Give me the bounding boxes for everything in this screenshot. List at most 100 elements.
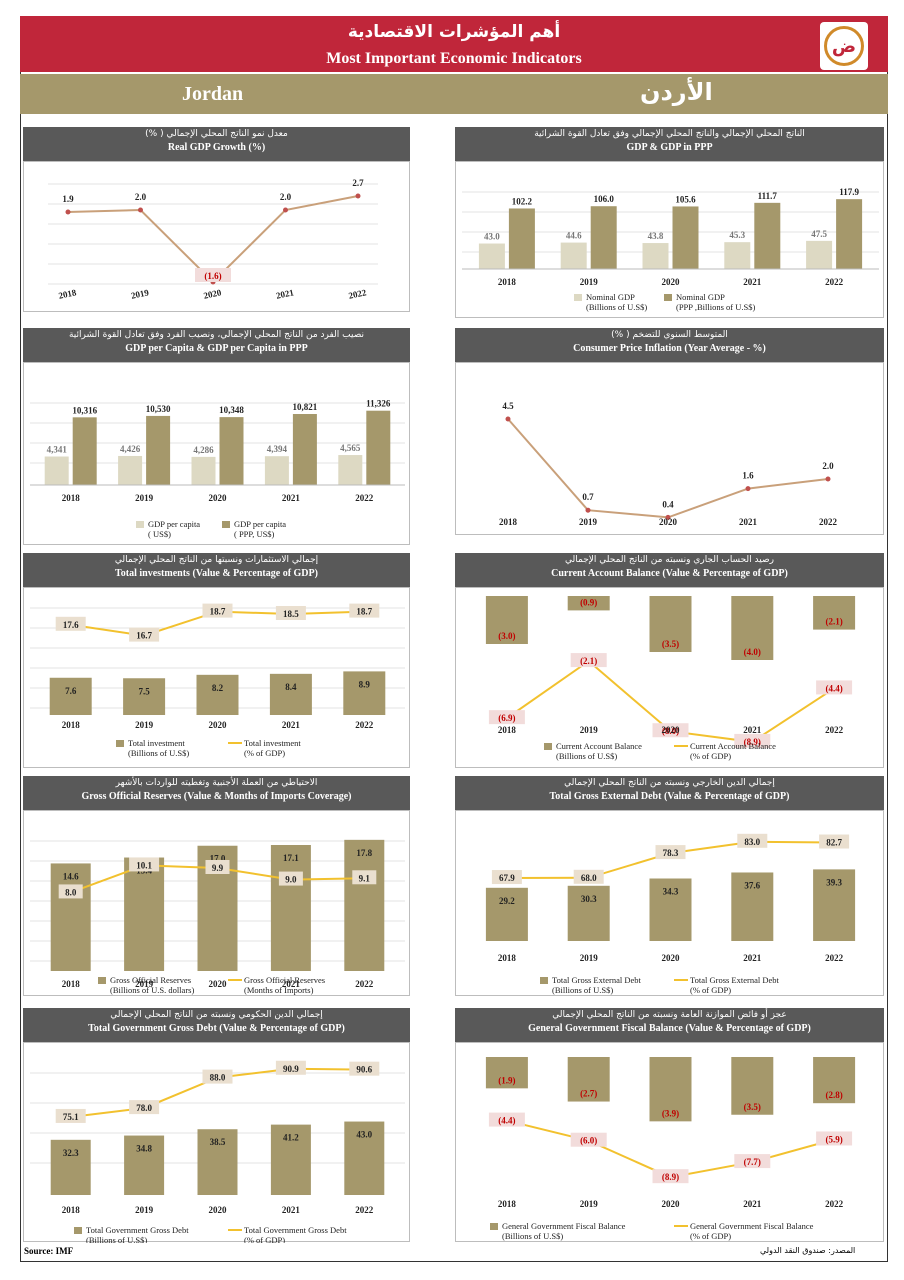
bar bbox=[44, 456, 69, 485]
series-line bbox=[506, 1119, 835, 1179]
legend-label: Total investment bbox=[128, 738, 185, 748]
data-label-bg bbox=[819, 834, 850, 849]
bar bbox=[485, 1057, 528, 1089]
data-label: (3.9) bbox=[662, 1108, 679, 1118]
data-label: (4.4) bbox=[498, 1116, 515, 1126]
panel-title-en: GDP per Capita & GDP per Capita in PPP bbox=[125, 343, 308, 354]
panel-title-ar: الناتج المحلي الإجمالي والناتج المحلي ال… bbox=[534, 129, 805, 139]
panel-title: نصيب الفرد من الناتج المحلي الإجمالي، ون… bbox=[23, 328, 410, 362]
panel-gdp-per-capita: نصيب الفرد من الناتج المحلي الإجمالي، ون… bbox=[23, 328, 410, 545]
data-point bbox=[825, 476, 831, 482]
data-label: (2.1) bbox=[825, 617, 842, 627]
data-label-bg bbox=[202, 603, 233, 618]
x-tick-label: 2018 bbox=[62, 1205, 81, 1215]
legend-unit: (Months of Imports) bbox=[244, 985, 314, 995]
data-label-bg bbox=[129, 627, 160, 642]
data-label: 16.7 bbox=[136, 631, 152, 641]
data-label: 1.9 bbox=[62, 194, 74, 204]
bar bbox=[72, 417, 97, 485]
bar bbox=[485, 887, 528, 941]
legend-unit: (PPP ,Billions of U.S$) bbox=[676, 302, 755, 312]
data-label: 38.5 bbox=[210, 1137, 226, 1147]
legend-label: Total Government Gross Debt bbox=[244, 1225, 347, 1235]
legend-label: Total Gross External Debt bbox=[690, 975, 780, 985]
legend-unit: (Billions of U.S$) bbox=[128, 748, 189, 758]
bar bbox=[813, 869, 856, 941]
legend-swatch bbox=[664, 294, 672, 301]
panel-title-en: Gross Official Reserves (Value & Months … bbox=[81, 791, 352, 802]
data-label: (1.9) bbox=[498, 1075, 515, 1085]
x-tick-label: 2021 bbox=[743, 277, 762, 287]
x-tick-label: 2019 bbox=[135, 979, 154, 989]
legend-unit: (Billions of U.S$) bbox=[86, 1235, 147, 1243]
bar bbox=[836, 199, 863, 269]
data-label: (7.7) bbox=[744, 1157, 761, 1167]
bar bbox=[806, 240, 833, 269]
data-label: 39.3 bbox=[826, 877, 842, 887]
data-label-bg bbox=[652, 1169, 689, 1184]
data-label-bg bbox=[655, 845, 686, 860]
data-label: (6.0) bbox=[580, 1136, 597, 1146]
data-label-bg bbox=[488, 710, 525, 725]
x-tick-label: 2019 bbox=[580, 725, 599, 735]
chart-svg: 14.615.417.017.117.88.010.19.99.09.12018… bbox=[30, 839, 405, 995]
data-label: (6.9) bbox=[498, 713, 515, 723]
data-label: 17.1 bbox=[283, 853, 299, 863]
panel-gdp-ppp: الناتج المحلي الإجمالي والناتج المحلي ال… bbox=[455, 127, 884, 318]
x-tick-label: 2019 bbox=[579, 517, 598, 527]
bar bbox=[50, 863, 91, 971]
data-label: 4,341 bbox=[47, 445, 68, 455]
x-tick-label: 2020 bbox=[662, 277, 681, 287]
data-label: (8.0) bbox=[662, 726, 679, 736]
logo-icon: ض bbox=[824, 26, 864, 66]
x-tick-label: 2022 bbox=[825, 277, 844, 287]
chart-svg: 4,341 4,426 4,286 4,394 4,565 10,316 10,530 10,… bbox=[30, 399, 405, 539]
panel-title-en: GDP & GDP in PPP bbox=[626, 142, 713, 153]
bar bbox=[731, 872, 774, 941]
x-tick-label: 2021 bbox=[743, 1199, 762, 1209]
data-label-bg bbox=[737, 833, 768, 848]
bar bbox=[269, 673, 312, 715]
data-label: 4,394 bbox=[267, 444, 288, 454]
header-title-en: Most Important Economic Indicators bbox=[326, 50, 582, 67]
data-label-bg bbox=[55, 1108, 86, 1123]
x-tick-label: 2022 bbox=[825, 1199, 844, 1209]
country-name-en: Jordan bbox=[182, 83, 244, 105]
panel-title: إجمالي الدين الحكومي ونسبته من الناتج ال… bbox=[23, 1008, 410, 1042]
data-label: 17.8 bbox=[356, 848, 372, 858]
data-label: 68.0 bbox=[581, 873, 597, 883]
x-tick-label: 2021 bbox=[282, 979, 301, 989]
data-label-bg bbox=[570, 653, 607, 668]
data-label-bg bbox=[816, 680, 853, 695]
bar bbox=[731, 596, 774, 660]
chart-svg: 7.6 7.5 8.2 8.4 8.9 17.6 16.7 18.7 18.5 18.7 2018 2… bbox=[30, 603, 405, 758]
data-label: (2.1) bbox=[580, 656, 597, 666]
data-label: 9.0 bbox=[285, 875, 297, 885]
chart-area: 29.2 30.3 34.3 37.6 39.3 67.9 68.0 78.3 83.0 82.7… bbox=[455, 810, 884, 996]
x-tick-label: 2021 bbox=[743, 725, 762, 735]
panel-inflation: المتوسط السنوي للتضخم ( %) Consumer Price… bbox=[455, 328, 884, 535]
panel-title-en: Total Gross External Debt (Value & Perce… bbox=[549, 791, 790, 802]
panel-title-en: Consumer Price Inflation (Year Average -… bbox=[573, 343, 766, 354]
panel-external-debt: إجمالي الدين الخارجي ونسبته من الناتج ال… bbox=[455, 776, 884, 996]
x-tick-label: 2018 bbox=[62, 720, 81, 730]
x-tick-label: 2018 bbox=[62, 979, 81, 989]
legend-label: Total Government Gross Debt bbox=[86, 1225, 189, 1235]
data-label: (4.4) bbox=[825, 683, 842, 693]
data-label: 34.8 bbox=[136, 1144, 152, 1154]
data-label: 47.5 bbox=[811, 229, 827, 239]
x-tick-label: 2022 bbox=[825, 953, 844, 963]
data-point bbox=[65, 209, 71, 215]
panel-title-ar: إجمالي الدين الحكومي ونسبته من الناتج ال… bbox=[110, 1010, 323, 1020]
data-label-bg bbox=[202, 1069, 233, 1084]
legend-swatch bbox=[116, 740, 124, 747]
bar bbox=[508, 208, 535, 269]
data-label: 2.0 bbox=[280, 192, 292, 202]
data-label: 10,348 bbox=[219, 405, 244, 415]
bar bbox=[478, 243, 505, 269]
panel-title: الناتج المحلي الإجمالي والناتج المحلي ال… bbox=[455, 127, 884, 161]
bar bbox=[292, 414, 317, 485]
chart-svg: (3.0) (0.9) (3.5) (4.0) (2.1) (6.9) (2.1) (8.0)… bbox=[485, 596, 856, 761]
data-label: 1.6 bbox=[742, 471, 754, 481]
bar bbox=[146, 415, 171, 485]
